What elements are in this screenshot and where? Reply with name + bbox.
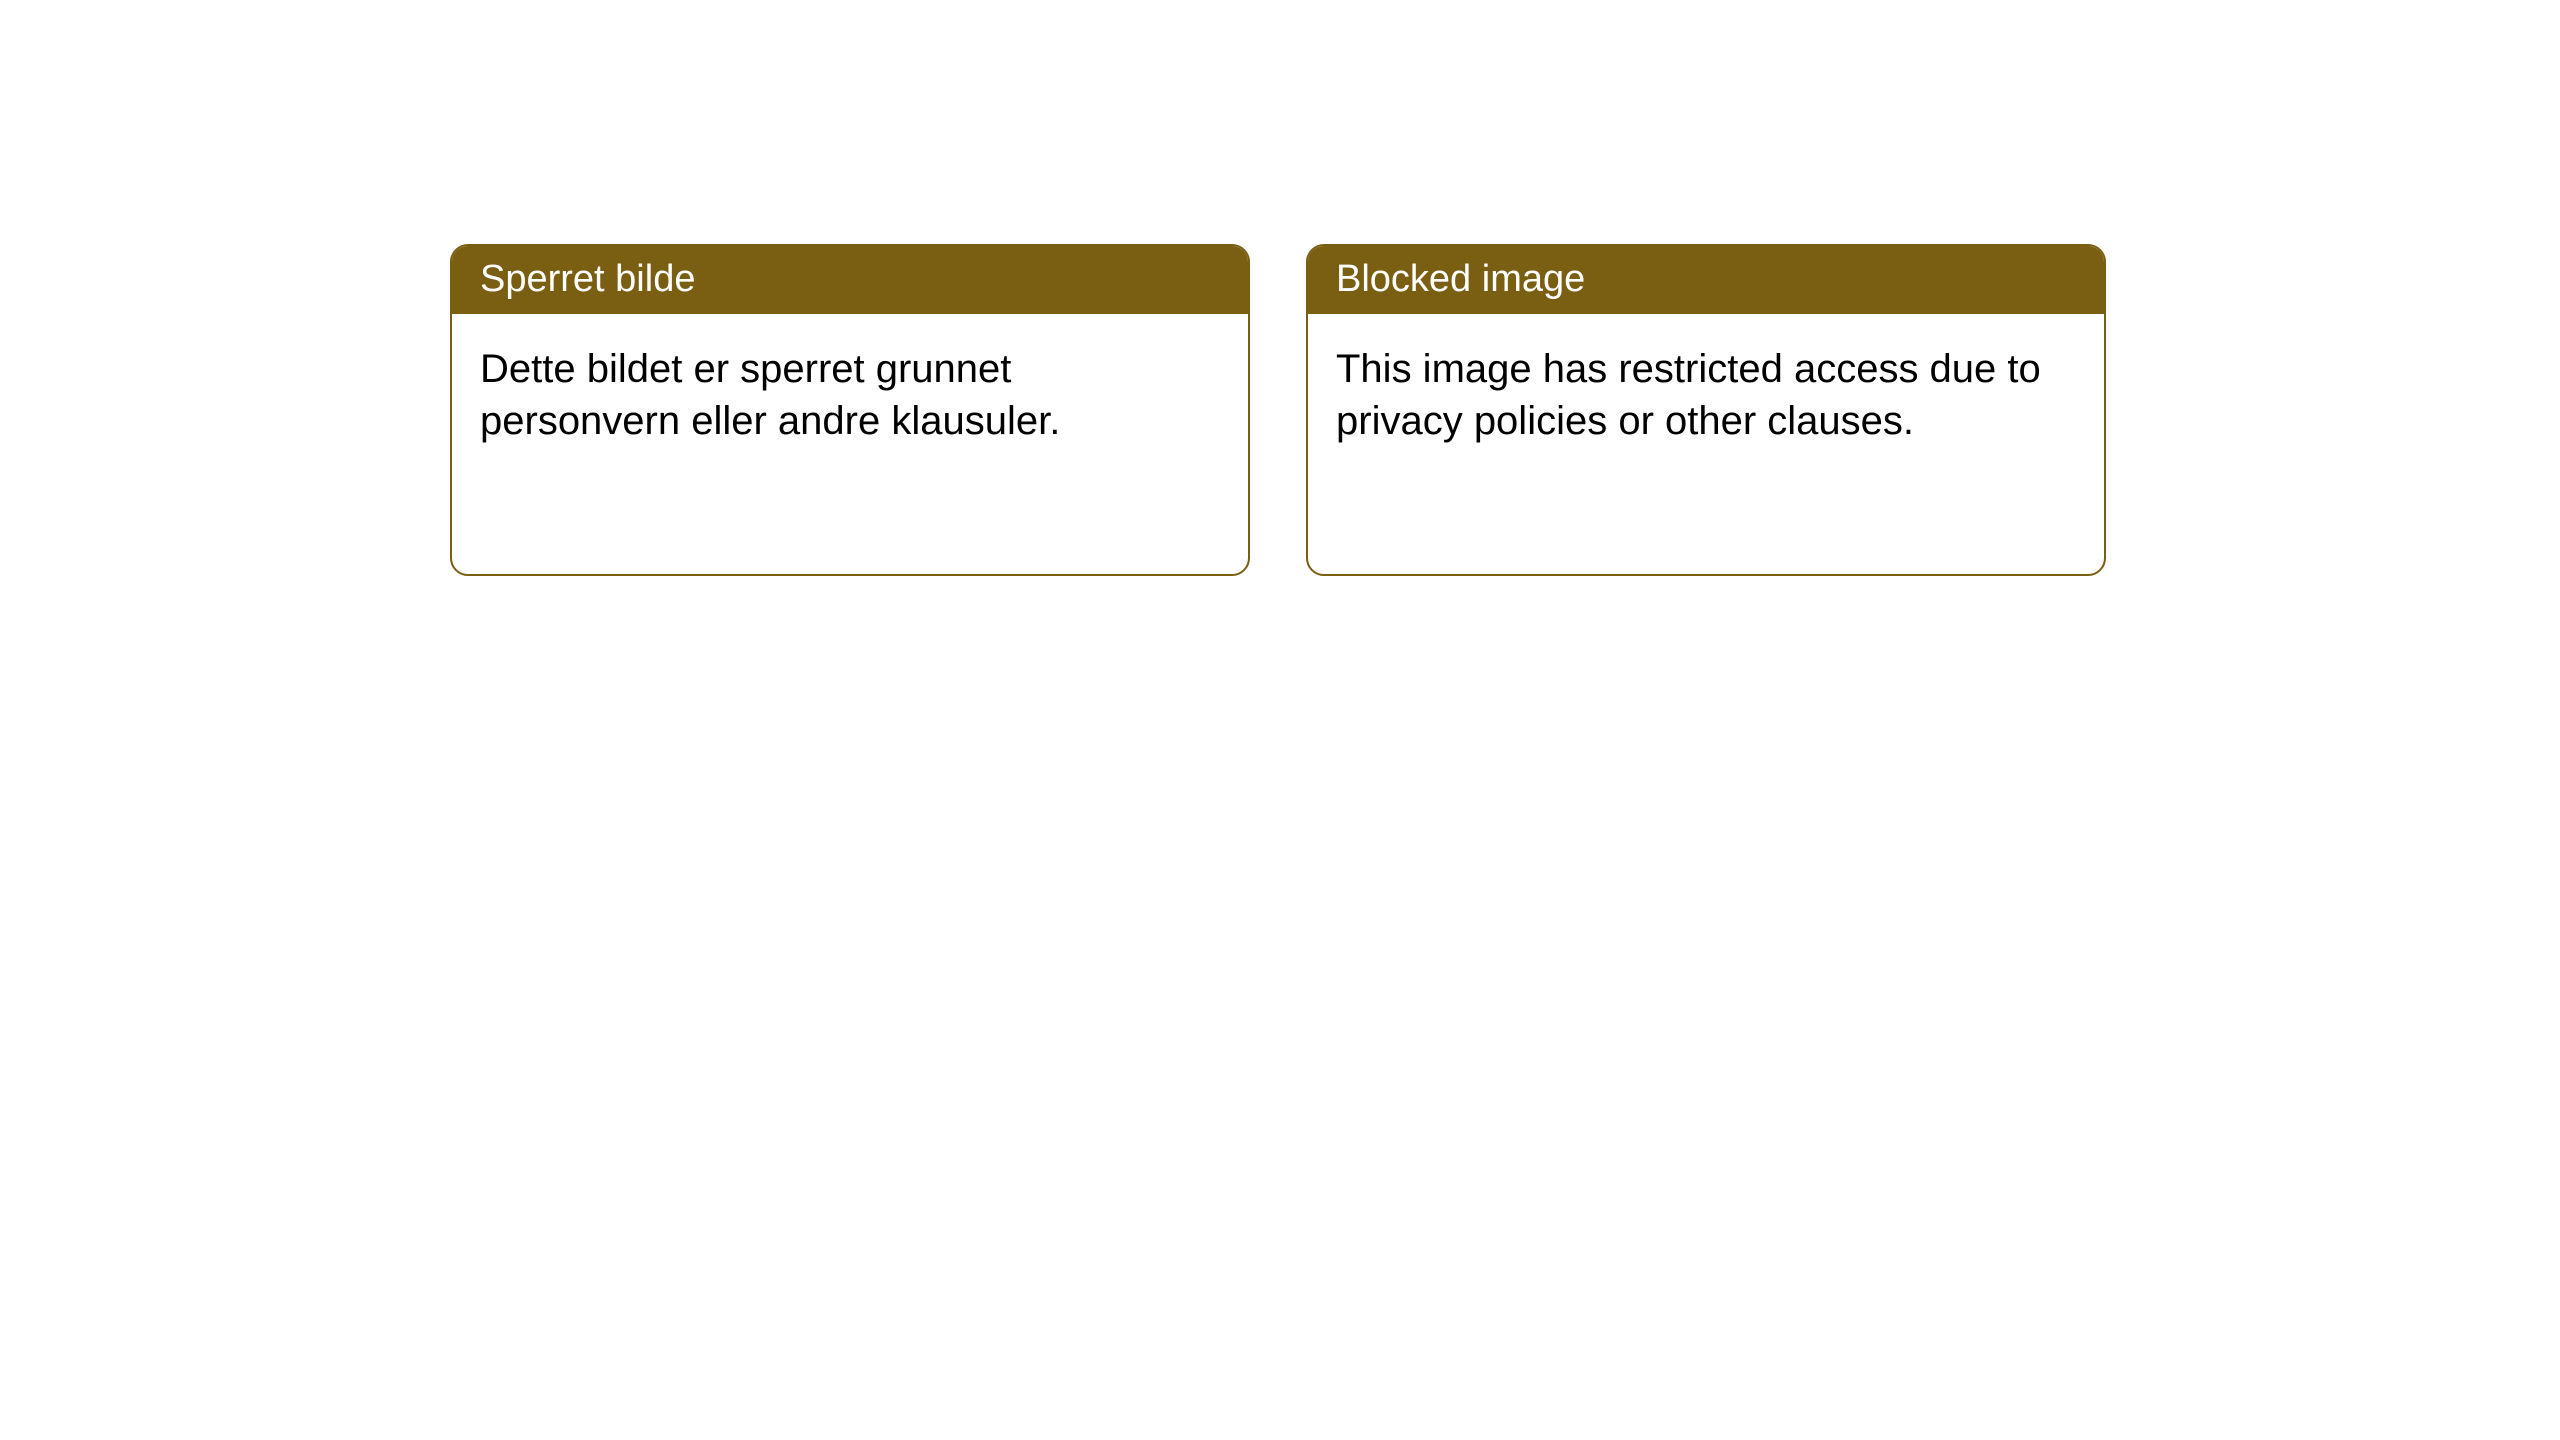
notice-container: Sperret bilde Dette bildet er sperret gr… [450, 244, 2106, 576]
notice-box-norwegian: Sperret bilde Dette bildet er sperret gr… [450, 244, 1250, 576]
notice-body-english: This image has restricted access due to … [1308, 314, 2104, 476]
notice-box-english: Blocked image This image has restricted … [1306, 244, 2106, 576]
notice-body-norwegian: Dette bildet er sperret grunnet personve… [452, 314, 1248, 476]
notice-title-english: Blocked image [1308, 246, 2104, 314]
notice-title-norwegian: Sperret bilde [452, 246, 1248, 314]
